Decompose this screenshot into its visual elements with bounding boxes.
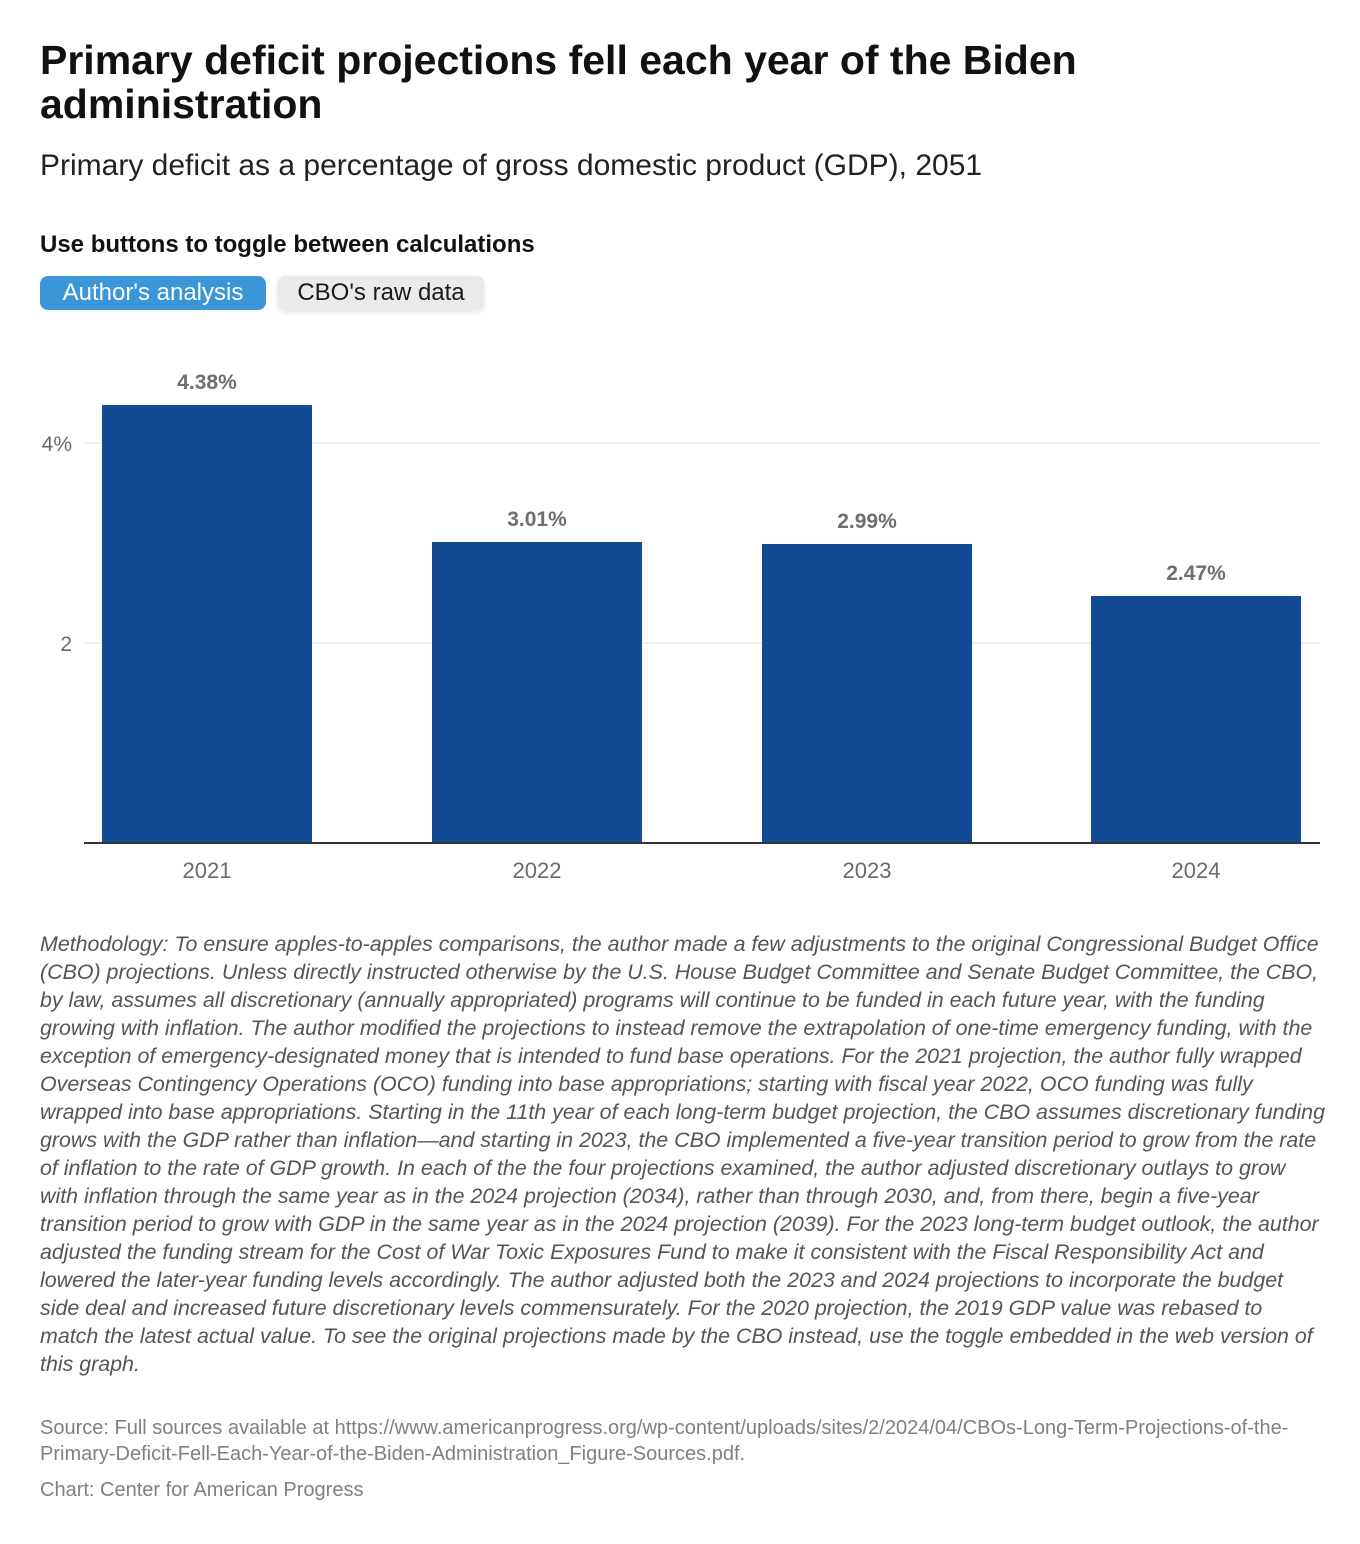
chart-credit: Chart: Center for American Progress — [40, 1479, 364, 1501]
authors-analysis-button[interactable]: Author's analysis — [40, 276, 266, 310]
data-label: 3.01% — [507, 508, 567, 531]
y-tick-label: 4% — [42, 433, 72, 456]
x-tick-label: 2021 — [183, 858, 232, 883]
data-label: 2.47% — [1166, 562, 1226, 585]
bar — [102, 405, 312, 843]
bar — [762, 544, 972, 843]
x-tick-label: 2022 — [513, 858, 562, 883]
chart-title: Primary deficit projections fell each ye… — [40, 37, 1077, 127]
x-tick-label: 2024 — [1172, 858, 1221, 883]
data-label: 2.99% — [837, 510, 897, 533]
bar-chart: 2 4% 4.38% 2021 3.01% 2022 2.99% 2023 2.47% 2024 — [42, 371, 1320, 883]
toggle-instructions: Use buttons to toggle between calculatio… — [40, 231, 535, 258]
source-note: Source: Full sources available at https:… — [40, 1417, 1289, 1465]
y-tick-label: 2 — [60, 633, 72, 656]
methodology-note: Methodology: To ensure apples-to-apples … — [40, 932, 1325, 1376]
bar — [1091, 596, 1301, 843]
bar — [432, 542, 642, 843]
chart-subtitle: Primary deficit as a percentage of gross… — [40, 149, 983, 182]
cbo-raw-data-button[interactable]: CBO's raw data — [278, 276, 484, 310]
x-tick-label: 2023 — [843, 858, 892, 883]
data-label: 4.38% — [177, 371, 237, 394]
